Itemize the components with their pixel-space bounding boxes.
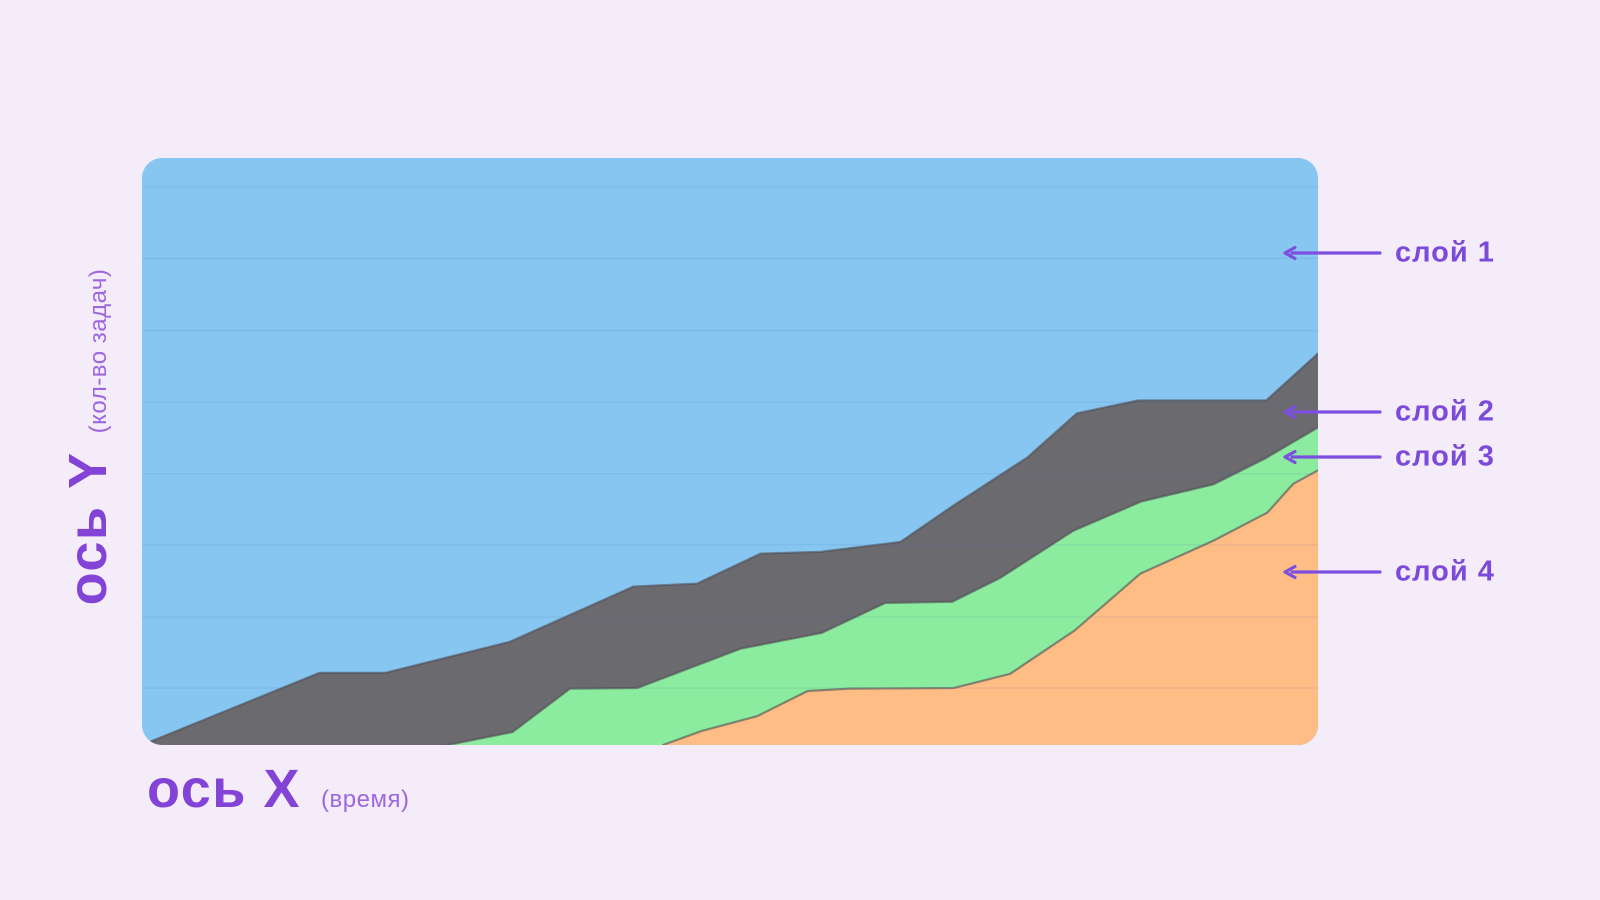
y-axis-label: ось Y (кол-во задач) — [57, 269, 119, 606]
stacked-area-plot — [142, 158, 1318, 745]
x-axis-label: ось X (время) — [147, 758, 409, 820]
y-axis-subtitle: (кол-во задач) — [85, 268, 112, 434]
arrow-left-icon — [1283, 245, 1382, 261]
layer-3-label: слой 3 — [1395, 440, 1495, 473]
chart-area — [142, 158, 1318, 745]
arrow-left-icon — [1283, 449, 1382, 465]
x-axis-title: ось X — [147, 759, 302, 819]
layer-1-label: слой 1 — [1395, 236, 1495, 269]
arrow-left-icon — [1283, 404, 1382, 420]
arrow-left-icon — [1283, 564, 1382, 580]
layer-2-label: слой 2 — [1395, 395, 1495, 428]
y-axis-title: ось Y — [58, 451, 118, 606]
x-axis-subtitle: (время) — [321, 786, 410, 813]
layer-4-label: слой 4 — [1395, 555, 1495, 588]
